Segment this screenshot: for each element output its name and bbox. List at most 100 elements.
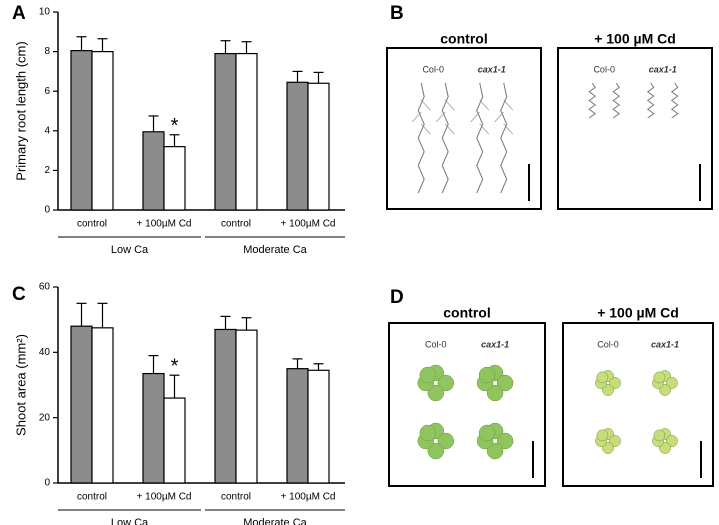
y-tick-label: 20 [39, 412, 51, 423]
root [646, 82, 655, 119]
x-tick-label: control [77, 219, 107, 230]
x-tick-label: + 100µM Cd [137, 219, 192, 230]
x-tick-label: + 100µM Cd [281, 219, 336, 230]
group-label: Low Ca [111, 517, 149, 525]
y-tick-label: 0 [44, 478, 50, 489]
leaf [478, 366, 496, 384]
y-tick-label: 2 [44, 165, 50, 176]
bar [91, 50, 114, 211]
bar [235, 329, 258, 484]
x-tick-label: control [221, 492, 251, 503]
leaf [609, 435, 621, 447]
leaf [666, 377, 678, 389]
genotype-label: cax1-1 [478, 64, 506, 74]
photo-title: control [443, 305, 490, 321]
root [670, 82, 679, 119]
leaf [653, 371, 666, 384]
photo-frame [386, 47, 542, 210]
leaf [659, 384, 671, 396]
lateral-root [503, 123, 514, 135]
bar [286, 81, 309, 211]
bar [70, 325, 93, 484]
bar [91, 327, 114, 484]
genotype-label: cax1-1 [651, 339, 679, 349]
leaf [496, 374, 514, 392]
root [588, 82, 597, 119]
leaf [486, 442, 504, 460]
group-label: Moderate Ca [243, 517, 307, 525]
bar [214, 328, 237, 484]
leaf [602, 442, 614, 454]
bar [163, 397, 186, 484]
photo-title: + 100 µM Cd [597, 305, 679, 321]
lateral-root [420, 99, 431, 111]
leaf [496, 432, 514, 450]
lateral-root [444, 99, 455, 111]
y-tick-label: 8 [44, 46, 50, 57]
lateral-root [411, 111, 422, 123]
y-tick-label: 4 [44, 125, 50, 136]
leaf [596, 371, 609, 384]
leaf [486, 384, 504, 402]
lateral-root [444, 123, 455, 135]
genotype-label: cax1-1 [649, 64, 677, 74]
bar [307, 82, 330, 211]
y-axis-label: Shoot area (mm²) [13, 334, 28, 436]
leaf [419, 366, 437, 384]
bar [70, 50, 93, 211]
panel-label: C [12, 284, 26, 305]
genotype-label: cax1-1 [481, 339, 509, 349]
photo-title: + 100 µM Cd [594, 31, 676, 47]
lateral-root [503, 99, 514, 111]
y-tick-label: 10 [39, 7, 51, 18]
leaf [609, 377, 621, 389]
leaf [427, 384, 445, 402]
root [612, 82, 621, 119]
photo-frame [557, 47, 713, 210]
genotype-label: Col-0 [422, 64, 444, 74]
bar [214, 52, 237, 211]
lateral-root [479, 123, 490, 135]
leaf [427, 442, 445, 460]
bar [286, 368, 309, 484]
panel-label: D [390, 287, 404, 308]
y-tick-label: 40 [39, 347, 51, 358]
photo-frame [562, 322, 714, 487]
y-tick-label: 60 [39, 282, 51, 293]
group-label: Low Ca [111, 244, 149, 256]
genotype-label: Col-0 [597, 339, 619, 349]
leaf [437, 374, 455, 392]
leaf [659, 442, 671, 454]
lateral-root [435, 111, 446, 123]
leaf [602, 384, 614, 396]
annotation: * [171, 355, 179, 377]
genotype-label: Col-0 [425, 339, 447, 349]
bar [307, 369, 330, 484]
bar [142, 372, 165, 484]
bar [163, 146, 186, 211]
bar [142, 131, 165, 211]
bar [235, 52, 258, 211]
leaf [419, 424, 437, 442]
photo-title: control [440, 31, 487, 47]
group-label: Moderate Ca [243, 244, 307, 256]
y-tick-label: 0 [44, 205, 50, 216]
lateral-root [420, 123, 431, 135]
leaf [437, 432, 455, 450]
annotation: * [171, 115, 179, 137]
leaf [666, 435, 678, 447]
genotype-label: Col-0 [593, 64, 615, 74]
photo-frame [388, 322, 546, 487]
lateral-root [470, 111, 481, 123]
leaf [596, 429, 609, 442]
x-tick-label: control [77, 492, 107, 503]
leaf [478, 424, 496, 442]
lateral-root [494, 111, 505, 123]
y-axis-label: Primary root length (cm) [13, 41, 28, 180]
x-tick-label: + 100µM Cd [137, 492, 192, 503]
y-tick-label: 6 [44, 86, 50, 97]
panel-label: B [390, 3, 404, 24]
panel-label: A [12, 3, 26, 24]
x-tick-label: + 100µM Cd [281, 492, 336, 503]
